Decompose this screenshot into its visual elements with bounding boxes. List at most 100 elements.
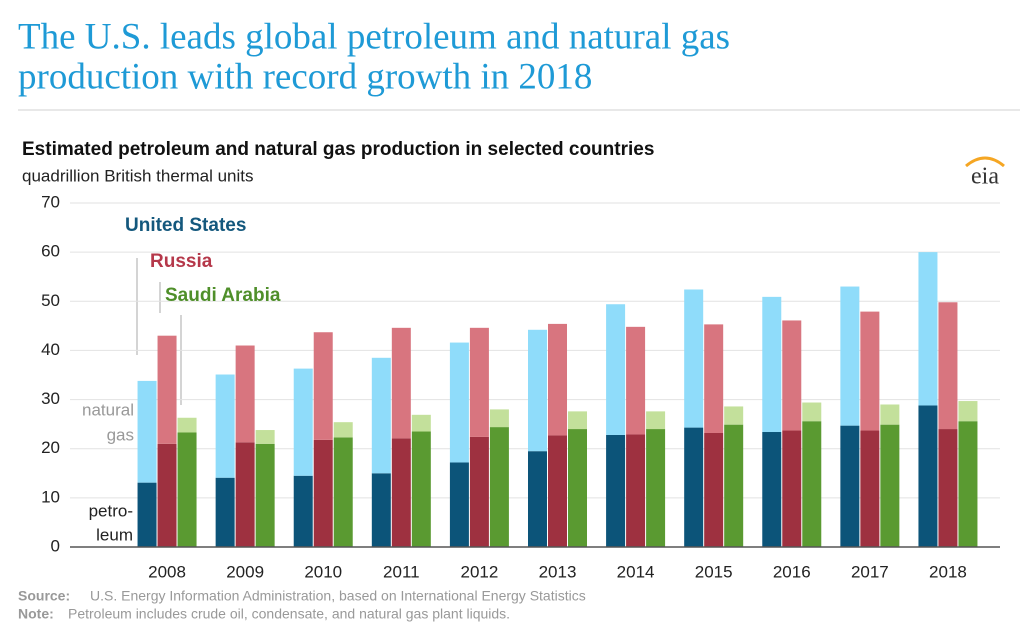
y-tick-label: 50 xyxy=(41,291,60,310)
page-title: production with record growth in 2018 xyxy=(18,56,592,97)
bar-segment xyxy=(762,296,782,433)
bar-segment xyxy=(293,475,313,547)
bar-segment xyxy=(137,482,157,547)
series-label: Russia xyxy=(150,251,213,272)
y-tick-label: 0 xyxy=(51,536,60,555)
x-tick-label: 2008 xyxy=(148,562,186,581)
x-tick-label: 2014 xyxy=(617,562,655,581)
bar-segment xyxy=(840,286,860,426)
x-tick-label: 2015 xyxy=(695,562,733,581)
bar-segment xyxy=(568,411,587,430)
x-tick-label: 2013 xyxy=(539,562,577,581)
bar-segment xyxy=(411,431,431,547)
bar-segment xyxy=(391,327,411,439)
chart-title: Estimated petroleum and natural gas prod… xyxy=(22,139,654,160)
bar-segment xyxy=(646,411,666,430)
chart-subtitle: quadrillion British thermal units xyxy=(22,166,254,185)
bar-segment xyxy=(528,329,547,452)
bar-segment xyxy=(371,357,391,474)
bar-segment xyxy=(333,437,353,547)
bar-segment xyxy=(489,409,509,428)
bar-segment xyxy=(391,438,411,547)
x-tick-label: 2010 xyxy=(304,562,342,581)
bar-segment xyxy=(626,434,646,547)
logo: eia xyxy=(971,164,999,190)
y-tick-label: 30 xyxy=(41,389,60,408)
bar-segment xyxy=(137,380,157,483)
bar-segment xyxy=(918,252,938,406)
series-label: United States xyxy=(125,215,246,236)
bar-segment xyxy=(548,323,567,436)
bar-segment xyxy=(704,432,724,547)
bar-segment xyxy=(469,436,489,547)
bar-segment xyxy=(255,430,275,444)
bar-segment xyxy=(782,430,802,547)
bar-segment xyxy=(469,327,489,437)
bar-segment xyxy=(626,326,646,435)
bar-segment xyxy=(548,435,567,547)
y-tick-label: 70 xyxy=(41,192,60,211)
x-tick-label: 2011 xyxy=(383,562,420,581)
y-tick-label: 60 xyxy=(41,242,60,261)
bar-segment xyxy=(646,429,666,547)
x-tick-label: 2018 xyxy=(929,562,967,581)
x-tick-label: 2009 xyxy=(226,562,264,581)
y-tick-label: 40 xyxy=(41,340,60,359)
bar-segment xyxy=(724,406,744,425)
bar-segment xyxy=(528,451,547,547)
y-tick-label: 20 xyxy=(41,438,60,457)
bar-segment xyxy=(938,302,958,430)
bar-segment xyxy=(704,324,724,433)
bar-segment xyxy=(938,429,958,547)
bar-segment xyxy=(958,401,978,422)
note-label: Note: xyxy=(18,606,54,622)
bar-segment xyxy=(568,429,587,547)
bar-segment xyxy=(860,311,880,431)
bar-segment xyxy=(333,422,353,438)
y-tick-label: 10 xyxy=(41,487,60,506)
bar-segment xyxy=(606,434,626,547)
source-label: Source: xyxy=(18,588,70,604)
segment-label: gas xyxy=(107,425,134,444)
bar-segment xyxy=(684,427,704,547)
bar-segment xyxy=(215,477,235,547)
bar-segment xyxy=(860,430,880,547)
x-tick-label: 2016 xyxy=(773,562,811,581)
bar-segment xyxy=(802,421,822,547)
bar-segment xyxy=(215,374,235,478)
source: U.S. Energy Information Administration, … xyxy=(90,588,586,604)
note: Petroleum includes crude oil, condensate… xyxy=(68,606,510,622)
segment-label: leum xyxy=(96,525,133,544)
segment-label: natural xyxy=(82,400,134,419)
bar-segment xyxy=(724,424,744,547)
bar-segment xyxy=(293,368,313,476)
page-title: The U.S. leads global petroleum and natu… xyxy=(18,16,730,57)
bar-segment xyxy=(802,402,822,422)
bar-segment xyxy=(449,342,469,463)
bar-segment xyxy=(177,432,197,547)
bar-segment xyxy=(177,417,197,433)
bar-segment xyxy=(371,473,391,547)
bar-segment xyxy=(157,335,177,444)
bar-segment xyxy=(880,424,900,547)
bar-segment xyxy=(411,414,431,432)
bar-segment xyxy=(313,332,333,440)
series-label: Saudi Arabia xyxy=(165,285,281,306)
segment-label: petro- xyxy=(89,501,133,520)
logo-arc xyxy=(965,156,1005,168)
x-tick-label: 2012 xyxy=(460,562,498,581)
bar-segment xyxy=(255,443,275,547)
x-tick-label: 2017 xyxy=(851,562,889,581)
bar-segment xyxy=(157,443,177,547)
bar-segment xyxy=(235,442,255,547)
bar-segment xyxy=(958,421,978,547)
bar-segment xyxy=(449,462,469,547)
bar-segment xyxy=(782,320,802,431)
bar-segment xyxy=(762,432,782,547)
bar-segment xyxy=(918,405,938,547)
bar-segment xyxy=(235,345,255,443)
bar-segment xyxy=(489,427,509,547)
bar-segment xyxy=(606,304,626,435)
